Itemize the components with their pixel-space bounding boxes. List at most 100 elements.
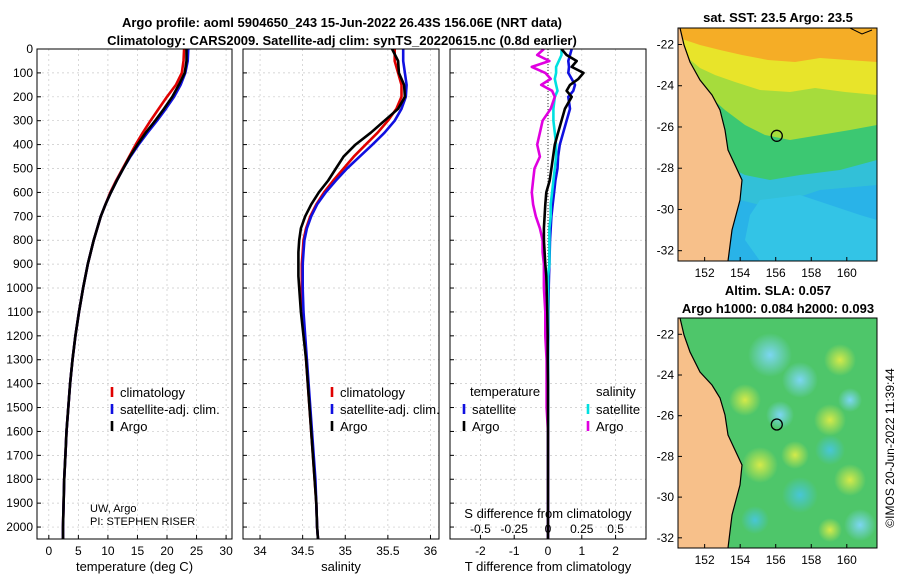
map-y-tick-label: -26 — [657, 409, 675, 423]
figure-title-line-1: Argo profile: aoml 5904650_243 15-Jun-20… — [122, 15, 562, 30]
sla-map: Altim. SLA: 0.057 Argo h1000: 0.084 h200… — [657, 283, 878, 567]
sla-map-title-1: Altim. SLA: 0.057 — [725, 283, 831, 298]
legend-label: climatology — [120, 385, 186, 400]
map-y-tick-label: -30 — [657, 490, 675, 504]
series-line-satellite-adj-clim- — [301, 49, 408, 539]
x-tick-label: 10 — [101, 544, 115, 558]
x-tick-label: 34.5 — [291, 544, 315, 558]
sla-coastline — [679, 318, 743, 548]
sst-land — [678, 28, 742, 261]
y-tick-label: 0 — [26, 42, 33, 56]
y-tick-label: 1700 — [6, 448, 33, 462]
sla-land — [678, 318, 742, 548]
x-tick-label: 0 — [545, 544, 552, 558]
map-y-tick-label: -28 — [657, 449, 675, 463]
legend-title-temperature: temperature — [470, 384, 540, 399]
sst-zone-lightblue — [745, 195, 877, 261]
x-tick-label: 0 — [45, 544, 52, 558]
y-tick-label: 600 — [13, 185, 33, 199]
y-tick-label: 1500 — [6, 401, 33, 415]
map-x-tick-label: 152 — [695, 553, 715, 567]
temperature-grid — [37, 48, 232, 539]
salinity-grid — [243, 48, 439, 539]
map-x-tick-label: 158 — [801, 553, 821, 567]
sla-frame — [677, 317, 878, 549]
map-y-tick-label: -30 — [657, 202, 675, 216]
sla-blob — [782, 477, 818, 513]
x-tick-label: 5 — [75, 544, 82, 558]
sla-blob — [781, 441, 809, 469]
series-line-t-argo — [542, 49, 585, 539]
sst-argo-marker — [770, 129, 783, 142]
y-tick-label: 2000 — [6, 520, 33, 534]
x2-tick-label: -0.25 — [501, 522, 529, 536]
legend-title-salinity: salinity — [596, 384, 636, 399]
y-tick-label: 1300 — [6, 353, 33, 367]
figure-title-line-2: Climatology: CARS2009. Satellite-adj cli… — [107, 33, 577, 48]
credit-institution: UW, Argo — [90, 503, 136, 515]
y-tick-label: 700 — [13, 209, 33, 223]
x2-tick-label: 0.25 — [570, 522, 594, 536]
temperature-panel: 0100200300400500600700800900100011001200… — [6, 42, 233, 574]
x-tick-label: 35.5 — [376, 544, 400, 558]
map-y-tick-label: -32 — [657, 244, 675, 258]
sla-argo-marker — [770, 418, 783, 431]
sla-blob — [742, 447, 778, 483]
legends: climatology satellite-adj. clim. Argo clima… — [110, 384, 640, 434]
x-tick-label: -2 — [475, 544, 486, 558]
x-tick-label: 30 — [219, 544, 233, 558]
sla-blob — [838, 388, 862, 412]
x-tick-label: 1 — [578, 544, 585, 558]
legend-label: satellite-adj. clim. — [120, 402, 220, 417]
difference-panel: -2 -1 0 1 2 -0.5 -0.25 0 0.25 0.5 T difference fr… — [449, 48, 647, 574]
y-tick-label: 400 — [13, 138, 33, 152]
salinity-lines — [297, 49, 408, 539]
series-line-s-satellite — [546, 49, 563, 539]
salinity-panel: 34 34.5 35 35.5 36 salinity — [242, 48, 440, 574]
map-x-tick-label: 156 — [766, 266, 786, 280]
temperature-xlabel: temperature (deg C) — [76, 559, 193, 574]
sla-blob — [834, 464, 866, 496]
sla-blob — [729, 384, 761, 416]
sst-map-title: sat. SST: 23.5 Argo: 23.5 — [703, 10, 853, 25]
sla-map-title-2: Argo h1000: 0.084 h2000: 0.093 — [682, 301, 874, 316]
y-tick-label: 200 — [13, 90, 33, 104]
map-y-tick-label: -22 — [657, 327, 675, 341]
difference-xlabel: T difference from climatology — [465, 559, 632, 574]
map-x-tick-label: 154 — [730, 266, 750, 280]
legend-label: Argo — [472, 419, 499, 434]
y-tick-label: 1800 — [6, 472, 33, 486]
difference-x2label: S difference from climatology — [464, 506, 632, 521]
map-y-tick-label: -32 — [657, 531, 675, 545]
legend-label: Argo — [120, 419, 147, 434]
x2-tick-label: 0 — [545, 522, 552, 536]
legend-label: satellite — [472, 402, 516, 417]
salinity-ticks: 34 34.5 35 35.5 36 — [243, 48, 437, 558]
sla-blob — [741, 506, 769, 534]
sla-blob — [824, 344, 856, 376]
sla-blob — [766, 401, 794, 429]
sst-island — [849, 28, 873, 35]
y-tick-label: 1400 — [6, 377, 33, 391]
map-y-tick-label: -22 — [657, 37, 675, 51]
map-x-tick-label: 154 — [730, 553, 750, 567]
salinity-xlabel: salinity — [321, 559, 361, 574]
legend-label: Argo — [596, 419, 623, 434]
x-tick-label: 34 — [253, 544, 267, 558]
y-tick-label: 100 — [13, 66, 33, 80]
difference-lines — [530, 49, 585, 539]
map-y-tick-label: -24 — [657, 79, 675, 93]
difference-ticks: -2 -1 0 1 2 -0.5 -0.25 0 0.25 0.5 — [450, 48, 624, 558]
sla-blob — [844, 509, 876, 541]
series-line-climatology — [300, 49, 403, 539]
map-x-tick-label: 160 — [837, 553, 857, 567]
legend-label: climatology — [340, 385, 406, 400]
y-tick-label: 1600 — [6, 424, 33, 438]
x-tick-label: 35 — [339, 544, 353, 558]
map-y-tick-label: -26 — [657, 120, 675, 134]
map-y-tick-label: -28 — [657, 161, 675, 175]
salinity-frame — [242, 48, 440, 540]
imos-watermark: ©IMOS 20-Jun-2022 11:39:44 — [883, 368, 897, 528]
sst-zone-orange — [678, 28, 877, 62]
sst-field — [678, 28, 877, 261]
